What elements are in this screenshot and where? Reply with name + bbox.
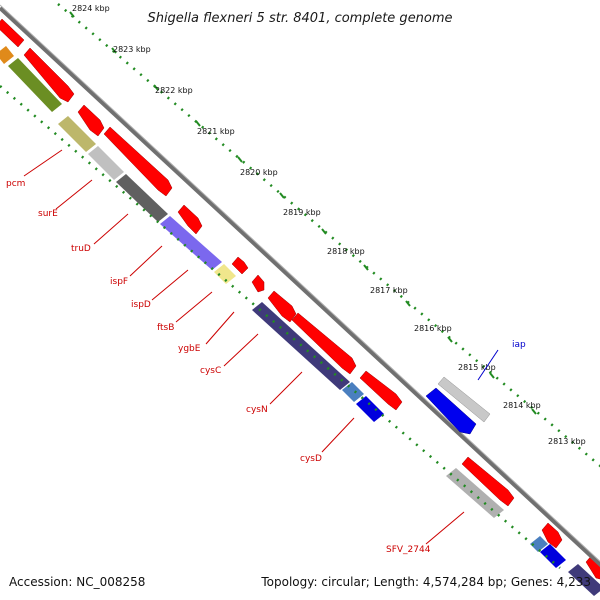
- cds-block: [116, 174, 168, 222]
- topology-text: Topology: circular; Length: 4,574,284 bp…: [260, 575, 591, 589]
- gene-label-ispf: ispF: [110, 277, 128, 287]
- gene-label-sure: surE: [38, 209, 58, 219]
- kbp-tick: [363, 264, 369, 271]
- cds-block: [356, 396, 384, 422]
- kbp-label: 2823 kbp: [113, 45, 151, 54]
- genome-backbone: [0, 6, 600, 568]
- leader-line: [175, 291, 213, 323]
- cds-block: [160, 216, 222, 270]
- cds-block: [568, 564, 600, 596]
- leader-line: [477, 349, 499, 381]
- kbp-tick: [321, 228, 327, 235]
- cds-block: [342, 382, 364, 402]
- gene-label-sfv-2744: SFV_2744: [386, 545, 431, 555]
- gene-label-ispd: ispD: [131, 300, 151, 310]
- gene-leaders: [23, 149, 499, 545]
- cds-block: [446, 468, 504, 518]
- leader-line: [129, 245, 163, 277]
- gene-labels: pcm surE truD ispF ispD ftsB ygbE cysC c…: [6, 179, 526, 555]
- kbp-tick: [111, 47, 117, 54]
- forward-strand-arrow: [103, 126, 173, 197]
- forward-strand-arrow: [541, 522, 563, 549]
- kbp-tick: [279, 192, 285, 199]
- kbp-tick: [405, 300, 411, 307]
- cds-block: [530, 536, 548, 552]
- leader-line: [205, 311, 235, 345]
- reverse-strand-arrow: [437, 376, 491, 423]
- leader-line: [223, 333, 259, 367]
- gene-label-trud: truD: [71, 244, 91, 254]
- reverse-strand-arrow: [425, 387, 477, 435]
- forward-strand-arrow: [177, 204, 203, 235]
- leader-line: [55, 179, 93, 210]
- gene-label-pcm: pcm: [6, 179, 25, 189]
- kbp-label: 2818 kbp: [327, 247, 365, 256]
- forward-strand-arrow: [77, 104, 105, 137]
- forward-strand-arrow: [231, 256, 249, 275]
- kbp-tick: [489, 372, 495, 379]
- kbp-tick: [69, 11, 75, 18]
- kbp-tick: [153, 84, 159, 91]
- leader-line: [269, 371, 303, 405]
- forward-strand-arrow: [291, 312, 357, 375]
- kbp-tick: [531, 408, 537, 415]
- kbp-label: 2816 kbp: [414, 324, 452, 333]
- forward-strand-arrow: [23, 47, 75, 103]
- cds-block: [88, 146, 124, 180]
- kbp-label: 2815 kbp: [458, 363, 496, 372]
- cds-block: [214, 264, 236, 284]
- kbp-tick: [195, 120, 201, 127]
- cds-block: [540, 544, 566, 568]
- kbp-label: 2822 kbp: [155, 86, 193, 95]
- forward-strand-genes: [0, 18, 600, 580]
- forward-strand-arrow: [461, 456, 515, 507]
- gene-label-cysd: cysD: [300, 454, 322, 464]
- leader-line: [425, 511, 465, 545]
- forward-strand-arrow: [267, 290, 297, 323]
- gene-label-ftsb: ftsB: [157, 323, 174, 333]
- gene-label-cysc: cysC: [200, 366, 221, 376]
- genome-backbone-highlight: [0, 4, 600, 563]
- leader-line: [321, 417, 355, 453]
- kbp-label: 2817 kbp: [370, 286, 408, 295]
- cds-block: [58, 116, 96, 152]
- gene-label-cysn: cysN: [246, 405, 268, 415]
- kbp-label: 2814 kbp: [503, 401, 541, 410]
- cds-block: [8, 58, 62, 112]
- kbp-ruler: 2824 kbp 2823 kbp 2822 kbp 2821 kbp 2820…: [69, 4, 586, 446]
- forward-strand-arrow: [251, 274, 265, 293]
- forward-strand-arrow: [0, 18, 25, 48]
- kbp-label: 2821 kbp: [197, 127, 235, 136]
- gene-label-iap: iap: [512, 340, 526, 350]
- cds-blocks: [0, 46, 600, 596]
- cds-block: [0, 46, 14, 64]
- kbp-label: 2820 kbp: [240, 168, 278, 177]
- leader-line: [151, 269, 189, 301]
- kbp-label: 2824 kbp: [72, 4, 110, 13]
- reverse-strand-genes: [425, 376, 491, 435]
- kbp-label: 2819 kbp: [283, 208, 321, 217]
- inner-dotted-line: [0, 85, 561, 569]
- leader-line: [93, 213, 129, 245]
- kbp-tick: [447, 336, 453, 343]
- forward-strand-arrow: [359, 370, 403, 411]
- map-title: Shigella flexneri 5 str. 8401, complete …: [147, 11, 452, 26]
- gene-label-ygbe: ygbE: [178, 344, 201, 354]
- leader-line: [23, 149, 63, 177]
- accession-text: Accession: NC_008258: [9, 575, 145, 589]
- kbp-label: 2813 kbp: [548, 437, 586, 446]
- kbp-tick: [237, 156, 243, 163]
